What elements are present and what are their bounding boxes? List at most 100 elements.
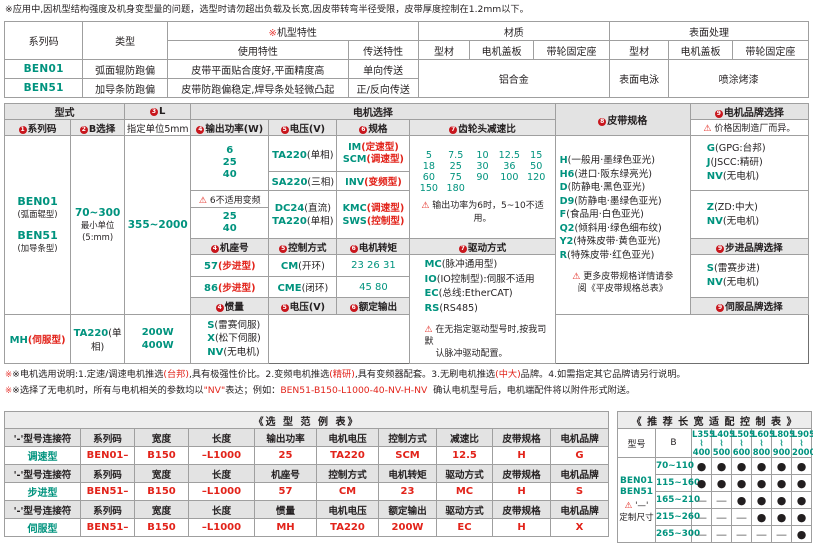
belt-item: D9(防静电·墨绿色亚光)	[560, 195, 686, 209]
spec-scm-code: SCM	[342, 153, 367, 165]
model-characteristics-table: 系列码 类型 ※※机型特性机型特性 材质 表面处理 使用特性 传送特性 型材 电…	[3, 21, 810, 98]
cell-rec-v-4-4: —	[771, 525, 792, 543]
drive-io-suffix: (IO控制型):伺服不适用	[436, 273, 535, 285]
th-ex-brand-2: 电机品牌	[549, 464, 610, 483]
belt-text-4: (食品用·白色亚光)	[566, 209, 644, 221]
th-ex-frame-2: 机座号	[254, 464, 317, 483]
ex-speed-width: B150	[134, 446, 189, 465]
cell-rec-v-4-3: —	[751, 525, 772, 543]
th-col-ratio-label: 齿轮头减速比	[458, 123, 516, 135]
ratio-r2c3: 100	[495, 172, 523, 183]
drive-note: ⚠ 在无指定驱动型号时,按我司默 认脉冲驱动配置。	[424, 324, 554, 360]
wave-icon: ⌇	[799, 437, 804, 448]
th-col-power: 4 输出功率(W)	[190, 119, 270, 136]
cell-rec-v-2-1: —	[711, 491, 732, 509]
table-row: BEN51 加导条防跑偏 皮带防跑偏稳定,焊导条处轻微凸起 正/反向传送	[3, 78, 809, 98]
voltage-ta220b-suffix: (单相)	[306, 215, 334, 227]
th-col-drive: 7 驱动方式	[409, 238, 556, 255]
badge-7-icon: 7	[449, 125, 458, 134]
brand-code-nv2: NV	[706, 215, 723, 227]
warning-triangle-icon: ⚠	[572, 272, 581, 283]
cell-rec-v-0-3: ●	[751, 457, 772, 475]
th-connector-1: '-'型号连接符	[4, 428, 81, 447]
brand-price-note-text: 价格因制造厂而异。	[714, 124, 796, 134]
power-dc-2: 40	[222, 223, 237, 234]
brand-code-nv-step: NV	[706, 277, 723, 289]
brand-item: NV(无电机)	[707, 170, 808, 184]
wave-icon: ⌇	[739, 437, 744, 448]
recommend-row: 115~160 ● ● ● ● ● ●	[618, 474, 813, 492]
brand-code-s-servo: S	[207, 319, 215, 331]
cell-surface-profile-value: 表面电泳	[609, 59, 670, 98]
ratio-r3c0: 150	[415, 183, 443, 194]
badge-6-icon: 6	[349, 304, 358, 313]
cell-transfer-ben01: 单向传送	[347, 59, 419, 79]
main-stepper-row-1: 57(步进型) CM(开环) 23 26 31 MC(脉冲通用型) IO(IO控…	[5, 253, 810, 364]
th-group-belt: 8 皮带规格	[554, 103, 691, 136]
th-ex-drive-2: 驱动方式	[436, 464, 493, 483]
belt-note: ⚠ 更多皮带规格详情请参 阅《平皮带规格总表》	[560, 271, 686, 295]
warning-triangle-icon: ⚠	[624, 501, 633, 511]
brand-text-z: (ZD:中大)	[714, 201, 758, 213]
ex-speed-voltage: TA220	[316, 446, 379, 465]
cell-l-range: 355~2000	[124, 135, 192, 315]
th-ex-width-3: 宽度	[134, 500, 189, 519]
th-rec-l605: L605 ⌇ 800	[751, 428, 775, 458]
rated-output-1: 200W	[141, 326, 174, 338]
cell-frame-86: 86(步进型)	[190, 275, 270, 299]
control-cm-code: CM	[280, 261, 299, 273]
th-surface-profile: 型材	[609, 40, 670, 60]
th-connector-3: '-'型号连接符	[4, 500, 81, 519]
drive-rs-code: RS	[424, 302, 440, 314]
th-col-spec-label: 规格	[368, 123, 388, 135]
ex-step-belt: H	[492, 482, 551, 501]
th-rec-b: B	[655, 428, 692, 458]
cell-usage-ben51: 皮带防跑偏稳定,焊导条处轻微凸起	[166, 78, 349, 98]
drive-rs-suffix: (RS485)	[439, 302, 478, 314]
motor-note-1a: ※电机选用说明:1.定速/调速电机推选	[12, 369, 164, 380]
warning-triangle-icon: ⚠	[703, 124, 712, 134]
spec-im-code: IM	[348, 141, 362, 153]
th-ex-ratio-1: 减速比	[436, 428, 493, 447]
ratio-r3c3	[495, 183, 523, 194]
th-surface-pulley-base: 带轮固定座	[731, 40, 810, 60]
cell-rec-v-3-1: —	[711, 508, 732, 526]
cell-rec-v-0-2: ●	[731, 457, 752, 475]
ratio-r2c1: 75	[442, 172, 470, 183]
th-ex-brand-3: 电机品牌	[549, 500, 610, 519]
cell-series-code-ben01: BEN01	[3, 59, 84, 79]
motor-note-1f: (中大)	[495, 369, 521, 380]
cell-rec-v-1-0: ●	[691, 474, 712, 492]
th-ex-series-3: 系列码	[80, 500, 135, 519]
th-col-rated: 6 额定输出	[336, 297, 411, 315]
rated-output-2: 400W	[141, 339, 174, 351]
belt-code-4: F	[559, 209, 567, 221]
ratio-r2c2: 90	[469, 172, 496, 183]
ratio-r0c1: 7.5	[442, 150, 470, 161]
th-col-voltage: 5 电压(V)	[268, 119, 338, 136]
belt-text-3: (防静电·墨绿色亚光)	[574, 195, 662, 207]
ratio-r2c0: 60	[415, 172, 443, 183]
brand-text-nv-step: (无电机)	[722, 277, 760, 289]
ratio-r0c4: 15	[522, 150, 550, 161]
table-header-row: 系列码 类型 ※※机型特性机型特性 材质 表面处理	[3, 21, 809, 60]
brand-text-g: (GPG:台邦)	[715, 143, 766, 154]
cell-surface-other-value: 喷涂烤漆	[668, 59, 809, 98]
example-row-speed: 调速型 BEN01– B150 –L1000 25 TA220 SCM 12.5…	[4, 446, 610, 465]
voltage-ta220b-code: TA220	[272, 215, 307, 227]
cell-control-cme: CME(闭环)	[268, 275, 338, 299]
ex-step-width: B150	[134, 482, 189, 501]
brand-text-x-servo: (松下伺服)	[214, 333, 261, 345]
top-note-text: ※应用中,因机型结构强度及机身变型量的问题，选型时请勿超出负载及长宽,因皮带转弯…	[5, 4, 529, 15]
belt-code-2: D	[559, 182, 568, 194]
brand-code-x-servo: X	[207, 333, 215, 345]
belt-item: H(一般用·墨绿色亚光)	[560, 154, 686, 168]
brand-text-j: (JSCC:精研)	[710, 157, 763, 168]
series-ben01-desc: (弧面辊型)	[17, 208, 58, 219]
th-group-brand: 9 电机品牌选择	[689, 103, 810, 120]
th-col-frame-label: 机座号	[219, 242, 249, 254]
th-rec-l605-top: L605	[752, 428, 775, 439]
cell-brand-step: S(雷赛步进) NV(无电机)	[689, 253, 810, 299]
belt-note-line-2: 阅《平皮带规格总表》	[577, 284, 668, 295]
